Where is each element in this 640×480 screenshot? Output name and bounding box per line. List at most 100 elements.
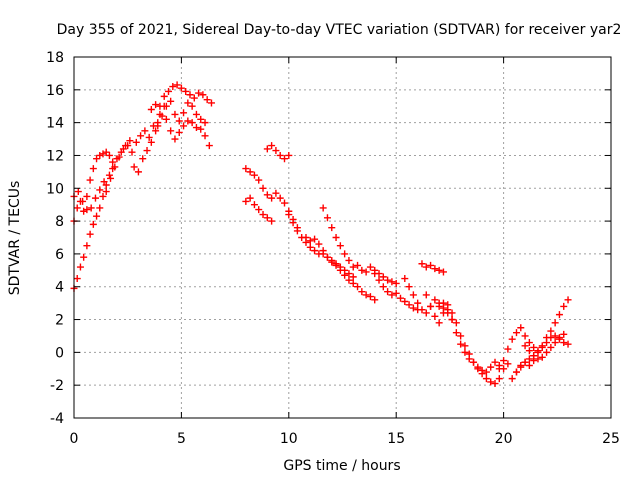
data-point: [281, 199, 289, 207]
data-point: [448, 309, 456, 317]
data-point: [195, 89, 203, 97]
data-point: [366, 263, 374, 271]
data-point: [281, 155, 289, 163]
data-point: [169, 83, 177, 91]
data-point: [73, 275, 81, 283]
data-point: [259, 184, 267, 192]
x-tick-label: 20: [495, 431, 513, 447]
data-point: [555, 311, 563, 319]
data-point: [100, 178, 108, 186]
data-point: [521, 342, 529, 350]
data-point: [392, 289, 400, 297]
data-point: [517, 324, 525, 332]
data-point: [491, 380, 499, 388]
data-point: [147, 138, 155, 146]
data-point: [152, 127, 160, 135]
data-point: [392, 279, 400, 287]
data-point: [435, 302, 443, 310]
data-point: [358, 288, 366, 296]
y-tick-label: 2: [55, 313, 64, 329]
data-point: [285, 211, 293, 219]
data-point: [255, 176, 263, 184]
data-point: [457, 340, 465, 348]
data-point: [91, 194, 99, 202]
data-point: [457, 332, 465, 340]
series-arc-19: [422, 291, 503, 388]
data-point: [525, 339, 533, 347]
data-point: [201, 132, 209, 140]
y-tick-label: 8: [55, 214, 64, 230]
data-point: [547, 327, 555, 335]
data-point: [137, 132, 145, 140]
y-tick-label: 10: [46, 181, 64, 197]
data-point: [336, 242, 344, 250]
data-point: [388, 278, 396, 286]
data-point: [242, 197, 250, 205]
series-arc-5: [113, 102, 168, 176]
data-point: [512, 368, 520, 376]
series-arc-15: [349, 261, 400, 287]
data-point: [130, 163, 138, 171]
data-point: [188, 102, 196, 110]
data-point: [156, 102, 164, 110]
series-arc-13: [302, 234, 379, 304]
data-point: [272, 189, 280, 197]
data-point: [105, 151, 113, 159]
data-point: [396, 294, 404, 302]
data-point: [345, 276, 353, 284]
data-point: [167, 97, 175, 105]
data-point: [547, 343, 555, 351]
data-point: [268, 217, 276, 225]
data-point: [384, 288, 392, 296]
data-point: [102, 148, 110, 156]
data-point: [474, 363, 482, 371]
data-point: [177, 84, 185, 92]
data-point: [134, 168, 142, 176]
data-point: [405, 301, 413, 309]
y-axis-title: SDTVAR / TECUs: [7, 181, 23, 296]
data-point: [414, 299, 422, 307]
data-point: [341, 250, 349, 258]
y-tick-label: -4: [50, 411, 64, 427]
data-point: [564, 340, 572, 348]
data-point: [525, 347, 533, 355]
data-point: [276, 151, 284, 159]
data-point: [538, 353, 546, 361]
data-point: [122, 142, 130, 150]
y-tick-label: 6: [55, 247, 64, 263]
data-point: [470, 358, 478, 366]
data-point: [141, 127, 149, 135]
data-point: [418, 306, 426, 314]
data-point: [145, 133, 153, 141]
data-point: [375, 276, 383, 284]
data-point: [349, 273, 357, 281]
data-point: [409, 291, 417, 299]
data-point: [180, 122, 188, 130]
data-point: [184, 117, 192, 125]
data-point: [263, 214, 271, 222]
data-point: [306, 243, 314, 251]
data-point: [87, 204, 95, 212]
data-point: [162, 102, 170, 110]
data-point: [525, 361, 533, 369]
data-point: [268, 142, 276, 150]
data-point: [128, 148, 136, 156]
data-point: [171, 110, 179, 118]
data-point: [487, 363, 495, 371]
data-point: [439, 309, 447, 317]
data-point: [538, 343, 546, 351]
data-point: [165, 87, 173, 95]
data-point: [109, 158, 117, 166]
data-point: [89, 220, 97, 228]
series-arc-16: [371, 270, 422, 314]
data-point: [167, 127, 175, 135]
data-point: [158, 112, 166, 120]
data-point: [401, 275, 409, 283]
data-point: [259, 211, 267, 219]
data-point: [551, 339, 559, 347]
data-point: [173, 81, 181, 89]
data-point: [117, 148, 125, 156]
data-point: [74, 188, 82, 196]
series-arc-11: [263, 142, 293, 163]
data-point: [201, 119, 209, 127]
